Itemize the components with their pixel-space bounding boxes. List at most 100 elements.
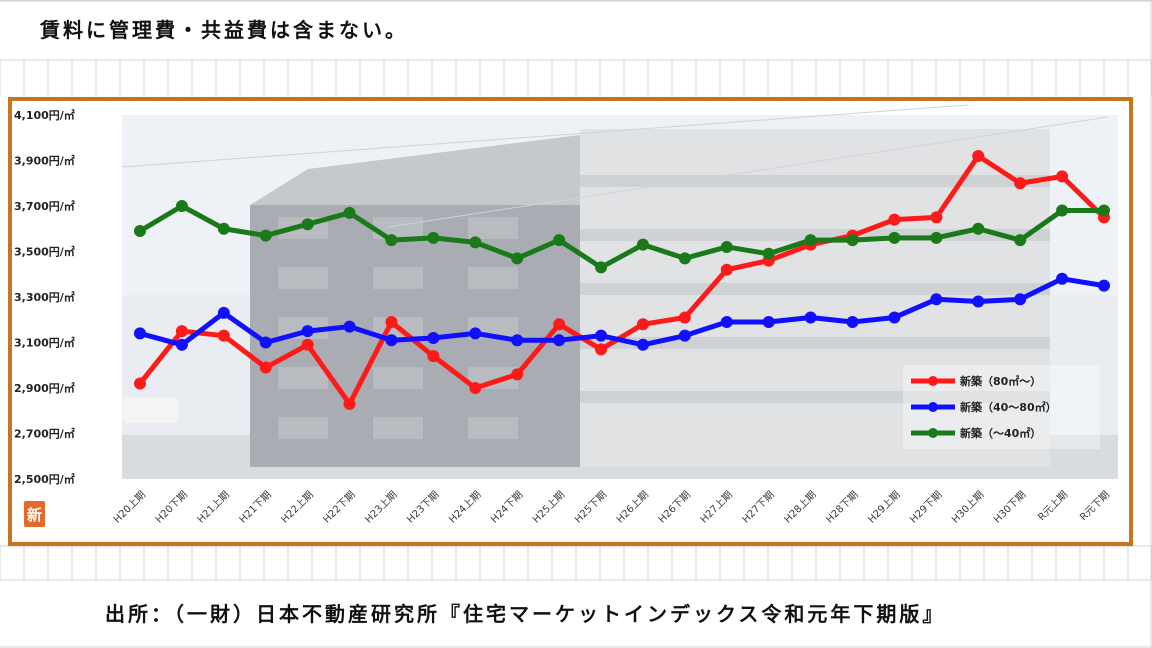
x-tick-label: H23上期 [363,489,400,526]
series-1-point [1098,279,1110,292]
x-tick-label: H30上期 [949,489,986,526]
series-1-point [217,306,230,319]
series-2-point [678,252,691,265]
series-0-point [720,263,733,276]
series-0-point [469,382,482,394]
x-tick-label: H25下期 [572,489,609,526]
series-1-point [636,338,649,351]
y-axis-ticks: 4,100円/㎡ 3,900円/㎡ 3,700円/㎡ 3,500円/㎡ 3,300円/㎡… [14,108,75,486]
x-tick-label: H24上期 [446,489,483,526]
series-1-point [469,327,482,340]
x-tick-label: H20上期 [111,489,148,526]
series-0-point [175,325,188,338]
series-2-point [846,234,859,247]
logo-text: 新 [27,506,42,524]
series-2-point [134,225,146,238]
series-layer [134,149,1110,410]
series-2-point [930,231,943,244]
x-tick-label: H26上期 [614,489,651,526]
series-2-point [511,252,524,265]
series-1-point [301,325,314,338]
series-1-point [972,295,985,308]
legend-marker-2 [928,428,938,438]
series-2-point [427,231,440,244]
x-tick-label: H30下期 [991,489,1028,526]
series-0-point [385,316,398,329]
y-tick-label: 4,100円/㎡ [14,108,75,122]
source-citation: 出所：（一財）日本不動産研究所『住宅マーケットインデックス令和元年下期版』 [105,602,946,626]
y-tick-label: 3,100円/㎡ [14,336,75,350]
series-2-point [636,238,649,251]
x-tick-label: H24下期 [488,489,525,526]
series-0-point [1014,177,1027,190]
series-1-point [553,334,566,347]
series-1-point [175,338,188,351]
series-1-point [511,334,524,347]
series-0-point [636,318,649,331]
series-0-point [972,149,985,162]
x-tick-label: H28上期 [782,489,819,526]
x-tick-label: H29上期 [866,489,903,526]
x-axis-ticks: H20上期 H20下期 H21上期 H21下期 H22上期 H22下期 H23上期 H23下期… [111,489,1112,526]
legend-marker-0 [928,376,938,386]
rent-note: 賃料に管理費・共益費は含まない。 [40,18,408,42]
x-tick-label: H28下期 [824,489,861,526]
series-1-point [846,316,859,329]
series-2-point [720,240,733,253]
series-1-point [678,329,691,342]
series-0-point [1056,170,1069,183]
series-0-point [511,368,524,381]
y-tick-label: 3,500円/㎡ [14,245,75,259]
x-tick-label: R元上期 [1036,489,1071,524]
x-tick-label: H29下期 [908,489,945,526]
series-1-point [888,311,901,324]
series-1-point [1056,272,1069,285]
legend-marker-1 [928,402,938,412]
y-tick-label: 3,300円/㎡ [14,290,75,304]
x-tick-label: H22上期 [279,489,316,526]
y-tick-label: 3,900円/㎡ [14,154,75,168]
series-0-point [301,338,314,351]
series-1-point [804,311,817,324]
series-line-1 [137,276,1107,348]
series-line-2 [137,203,1107,270]
logo-badge: 新 [24,501,45,527]
series-0-point [259,361,272,374]
series-2-point [1014,234,1027,247]
series-1-point [385,334,398,347]
series-1-point [930,293,943,306]
y-tick-label: 2,500円/㎡ [14,472,75,486]
series-1-point [595,329,608,342]
series-2-point [553,234,566,247]
x-tick-label: H27上期 [698,489,735,526]
series-2-point [1098,204,1110,217]
x-tick-label: R元下期 [1078,489,1113,524]
x-tick-label: H27下期 [740,489,777,526]
series-0-point [553,318,566,331]
series-2-point [469,236,482,249]
legend: 新築（80㎡～） 新築（40～80㎡） 新築（～40㎡） [903,365,1100,449]
series-1-point [343,320,356,333]
series-line-0 [137,153,1107,407]
series-0-point [930,211,943,224]
series-2-point [343,206,356,219]
x-tick-label: H26下期 [656,489,693,526]
series-0-point [343,397,356,410]
y-tick-label: 2,700円/㎡ [14,427,75,441]
series-0-point [595,343,608,356]
x-tick-label: H21下期 [237,489,274,526]
series-0-point [888,213,901,226]
series-1-point [720,316,733,329]
series-2-point [762,247,775,260]
series-2-point [385,234,398,247]
rent-line-chart: 4,100円/㎡ 3,900円/㎡ 3,700円/㎡ 3,500円/㎡ 3,300円/㎡… [14,104,1118,527]
series-2-point [259,229,272,242]
series-2-point [301,218,314,231]
x-tick-label: H22下期 [321,489,358,526]
series-2-point [595,261,608,274]
series-2-point [175,200,188,212]
y-tick-label: 2,900円/㎡ [14,381,75,395]
x-tick-label: H20下期 [153,489,190,526]
x-tick-label: H21上期 [195,489,232,526]
